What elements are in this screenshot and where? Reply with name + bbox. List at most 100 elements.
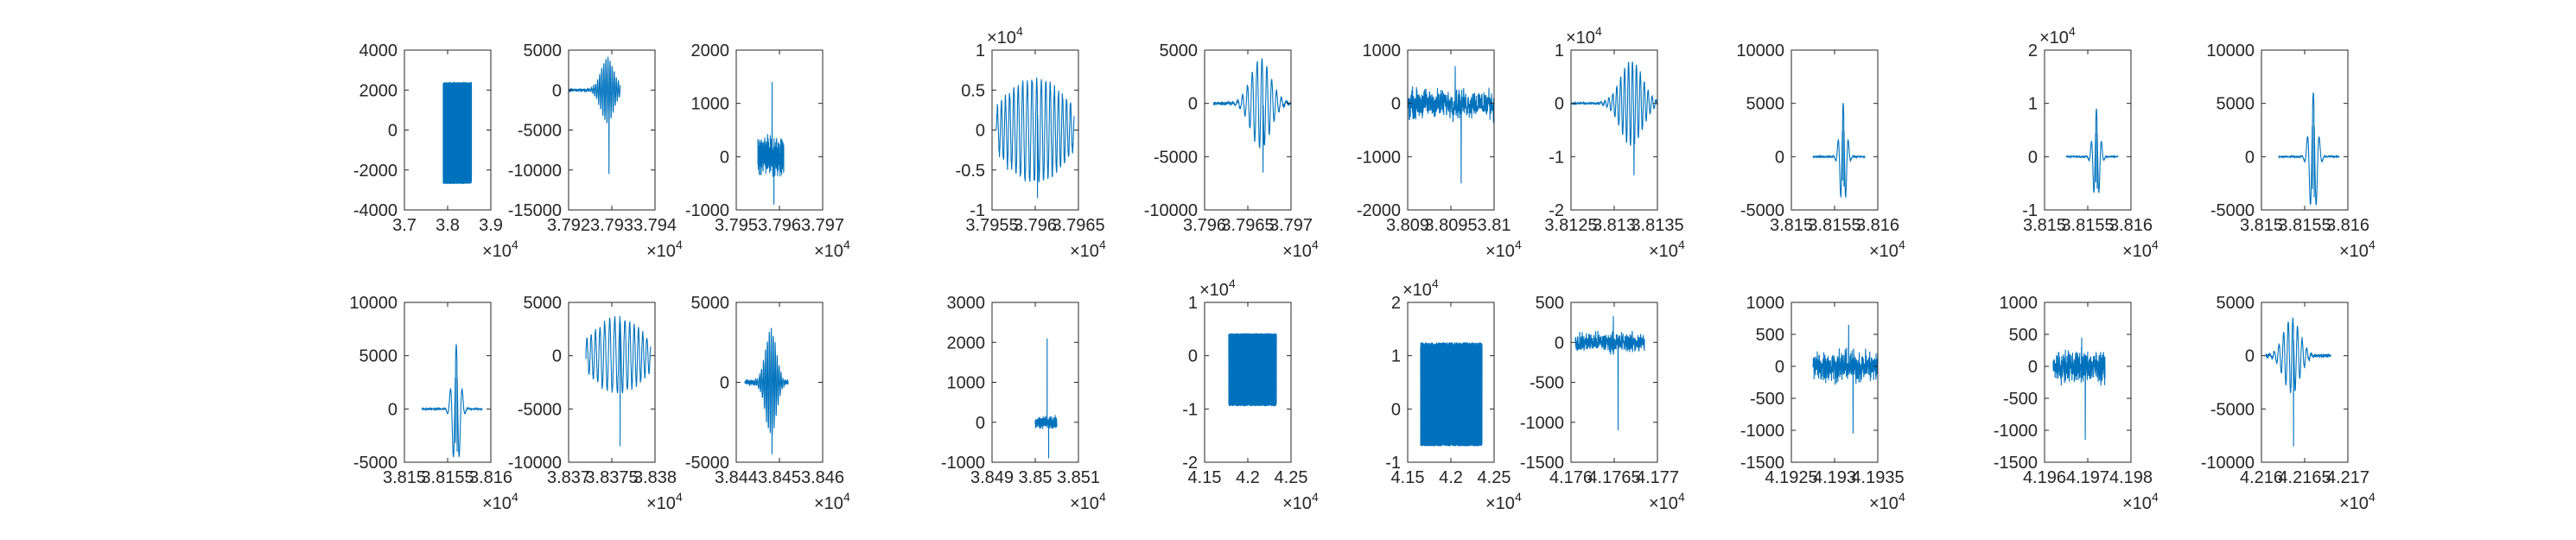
y-tick-label: 0 [552, 347, 562, 366]
y-tick-label: -1000 [1740, 422, 1784, 441]
y-tick-label: 2000 [359, 81, 398, 100]
x-exponent-power: 4 [512, 490, 518, 504]
y-tick-label: -15000 [508, 201, 562, 220]
y-tick-label: -1000 [1357, 148, 1401, 167]
y-tick-label: 0 [976, 414, 985, 433]
y-exponent-power: 4 [1595, 24, 1602, 38]
x-exponent-power: 4 [676, 490, 683, 504]
x-tick-label: 4.216 [2240, 468, 2283, 487]
y-tick-label: 1 [1555, 41, 1564, 60]
y-tick-label: 5000 [524, 41, 563, 60]
x-tick-label: 3.7 [392, 216, 417, 235]
x-tick-label: 4.25 [1478, 468, 1511, 487]
y-tick-label: 0 [2245, 347, 2255, 366]
x-tick-label: 3.792 [547, 216, 590, 235]
y-tick-label: -1 [1182, 400, 1198, 419]
x-exponent-power: 4 [1678, 238, 1685, 251]
x-exponent-label: ×104 [1282, 490, 1319, 513]
y-tick-label: -0.5 [956, 162, 985, 181]
x-tick-label: 4.176 [1549, 468, 1593, 487]
y-tick-label: 0 [1775, 148, 1784, 167]
y-tick-label: 500 [1756, 326, 1784, 345]
y-tick-label: -1 [1549, 148, 1564, 167]
x-tick-label: 4.196 [2023, 468, 2066, 487]
y-tick-label: -10000 [508, 162, 562, 181]
x-tick-label: 4.193 [1813, 468, 1856, 487]
x-tick-label: 3.8095 [1424, 216, 1477, 235]
y-tick-label: 0 [1391, 95, 1401, 114]
y-tick-label: -1500 [1520, 454, 1564, 473]
y-exponent-power: 4 [1432, 276, 1439, 290]
y-tick-label: 0 [2028, 358, 2038, 377]
y-tick-label: -2000 [353, 162, 398, 181]
x-tick-label: 4.15 [1391, 468, 1425, 487]
x-tick-label: 3.793 [590, 216, 633, 235]
series-line [1420, 342, 1483, 447]
y-tick-label: -1500 [1740, 454, 1784, 473]
x-exponent-power: 4 [843, 238, 850, 251]
y-tick-label: 2000 [947, 334, 986, 353]
series-line [1812, 324, 1878, 434]
y-tick-label: -1 [2022, 201, 2038, 220]
series-line [569, 56, 621, 175]
x-exponent-power: 4 [1899, 238, 1905, 251]
x-exponent-label: ×104 [814, 238, 850, 261]
x-tick-label: 3.8155 [2061, 216, 2114, 235]
y-tick-label: 0 [2028, 148, 2038, 167]
y-tick-label: -1000 [1520, 414, 1564, 433]
x-tick-label: 3.797 [801, 216, 844, 235]
x-exponent-power: 4 [1515, 490, 1522, 504]
y-tick-label: 10000 [1736, 41, 1784, 60]
y-exponent-label: ×104 [1199, 276, 1236, 300]
y-tick-label: -1 [1385, 454, 1401, 473]
x-tick-label: 4.1765 [1587, 468, 1640, 487]
x-tick-label: 3.796 [758, 216, 801, 235]
y-tick-label: -500 [2003, 390, 2038, 409]
y-tick-label: -5000 [2210, 201, 2255, 220]
x-exponent-power: 4 [1099, 238, 1106, 251]
subplot-19: 4.196 4.197 4.198-1500-1000-50005001000×10… [1994, 294, 2159, 513]
y-tick-label: 0 [1188, 347, 1198, 366]
x-tick-label: 3.816 [1856, 216, 1899, 235]
x-exponent-power: 4 [2152, 238, 2159, 251]
x-tick-label: 4.15 [1188, 468, 1222, 487]
x-tick-label: 4.177 [1636, 468, 1679, 487]
y-tick-label: 500 [2009, 326, 2038, 345]
x-tick-label: 3.837 [547, 468, 590, 487]
y-tick-label: -500 [1530, 374, 1564, 393]
x-tick-label: 4.2165 [2278, 468, 2331, 487]
y-tick-label: 2 [1391, 294, 1401, 313]
series-line [1574, 315, 1645, 431]
x-tick-label: 3.809 [1386, 216, 1429, 235]
y-tick-label: -5000 [2210, 400, 2255, 419]
series-line [1228, 333, 1277, 407]
x-exponent-power: 4 [1312, 238, 1319, 251]
x-tick-label: 3.81 [1478, 216, 1511, 235]
y-tick-label: 0 [1188, 95, 1198, 114]
x-exponent-power: 4 [1312, 490, 1319, 504]
y-tick-label: 1000 [2000, 294, 2039, 313]
y-tick-label: 0 [720, 374, 729, 393]
x-tick-label: 3.8155 [2278, 216, 2331, 235]
series-line [421, 343, 483, 458]
x-tick-label: 4.197 [2066, 468, 2109, 487]
y-exponent-power: 4 [2069, 24, 2076, 38]
x-tick-label: 3.8375 [585, 468, 638, 487]
series-line [1812, 103, 1866, 199]
x-tick-label: 3.7965 [1052, 216, 1104, 235]
x-tick-label: 3.815 [383, 468, 426, 487]
series-line [2278, 92, 2340, 206]
x-tick-label: 3.845 [758, 468, 801, 487]
y-tick-label: 0 [1775, 358, 1784, 377]
x-exponent-power: 4 [2369, 490, 2376, 504]
x-tick-label: 4.1925 [1765, 468, 1817, 487]
y-tick-label: 5000 [524, 294, 563, 313]
